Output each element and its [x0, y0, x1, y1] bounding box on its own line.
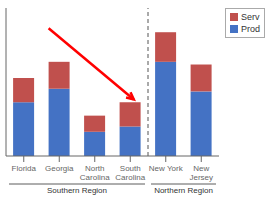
svg-text:Florida: Florida — [12, 164, 37, 173]
svg-text:NewJersey: NewJersey — [189, 164, 213, 182]
svg-text:NorthCarolina: NorthCarolina — [80, 164, 110, 182]
svg-text:New York: New York — [149, 164, 184, 173]
html-text:Prod: Prod — [241, 24, 260, 34]
svg-text:Georgia: Georgia — [45, 164, 74, 173]
svg-text:Northern Region: Northern Region — [154, 186, 213, 195]
svg-text:Southern Region: Southern Region — [47, 186, 107, 195]
html-text:Serv: Serv — [241, 12, 260, 22]
svg-text:SouthCarolina: SouthCarolina — [115, 164, 145, 182]
